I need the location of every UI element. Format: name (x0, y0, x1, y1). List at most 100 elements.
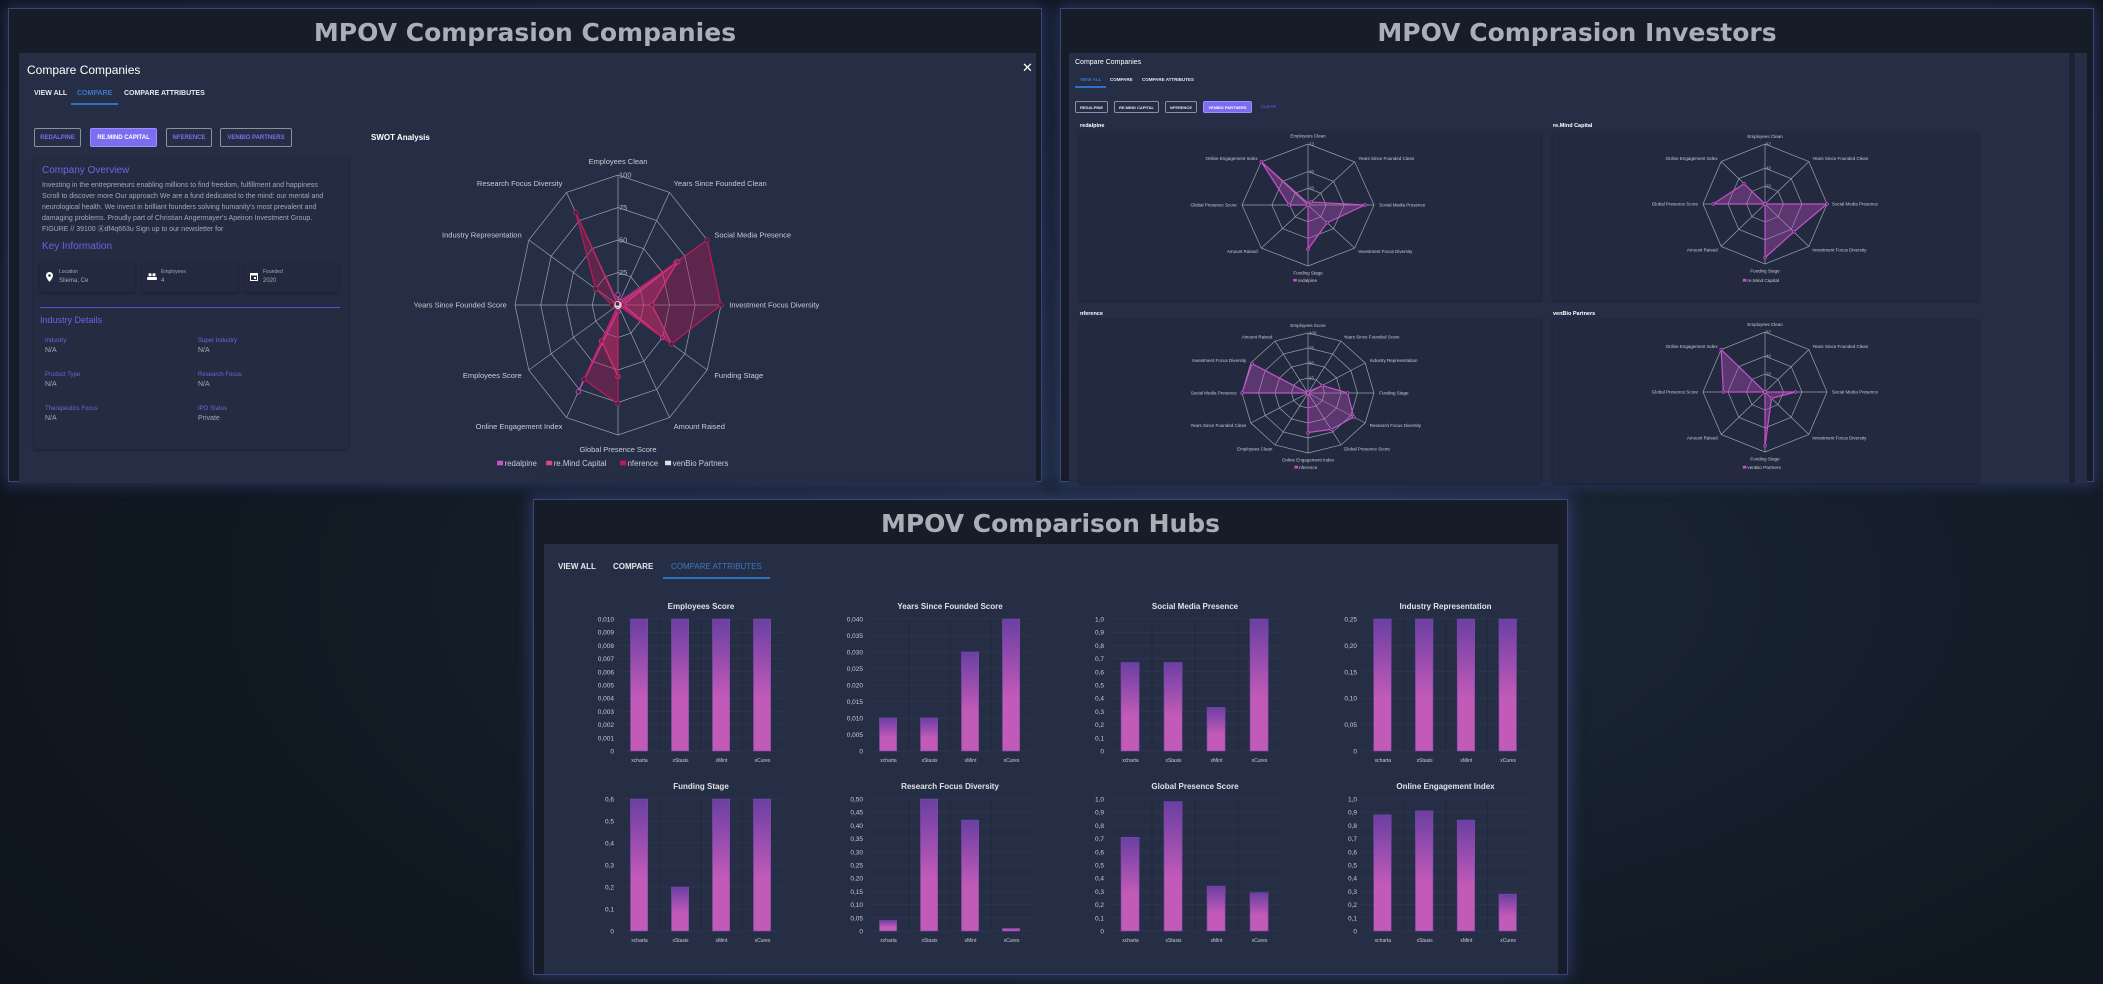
tab-compare-attributes[interactable]: COMPARE ATTRIBUTES (663, 562, 770, 579)
axis-label: Investment Focus Diversity (1192, 358, 1247, 363)
overview-text: Investing in the entrepreneurs enabling … (42, 180, 323, 235)
y-tick-label: 0,5 (1095, 683, 1104, 690)
bar-chart: Funding Stage 0 0,1 0,2 0,3 0,4 0,5 0,6 xcharta x… (605, 782, 783, 944)
x-tick-label: xCures (1500, 938, 1516, 944)
company-button-redalpine[interactable]: REDALPINE (34, 128, 81, 147)
axis-label: Years Since Founded Clean (1812, 344, 1868, 349)
detail-label: Research Focus (198, 372, 242, 378)
axis-label: Social Media Presence (714, 230, 791, 239)
axis-line (1764, 349, 1810, 393)
y-tick-label: 0,9 (1095, 630, 1104, 637)
data-point (614, 301, 621, 307)
axis-label: Amount Raised (1687, 247, 1718, 252)
x-tick-label: xcharta (880, 758, 897, 764)
x-tick-label: xStasis (672, 938, 689, 944)
bar (1206, 707, 1226, 752)
legend-label: nference (1299, 465, 1318, 471)
legend-swatch (1742, 278, 1747, 282)
axis-label: Years Since Founded Clean (1190, 423, 1246, 428)
x-tick-label: xCures (1252, 938, 1268, 944)
key-info-employees: Employees 4 (142, 263, 238, 292)
investor-button-remind-capital[interactable]: RE.MIND CAPITAL (1114, 101, 1159, 113)
x-tick-label: xCures (755, 758, 771, 764)
tab-compare-attributes[interactable]: COMPARE ATTRIBUTES (124, 90, 205, 97)
investor-button-nference[interactable]: NFERENCE (1165, 101, 1197, 113)
overview-line: Scroll to discover more Our approach We … (42, 193, 324, 200)
data-point (1363, 203, 1367, 207)
tab-compare-attributes[interactable]: COMPARE ATTRIBUTES (1142, 77, 1194, 82)
company-button-remind-capital[interactable]: RE.MIND CAPITAL (90, 128, 157, 147)
axis-label: Industry Representation (1370, 358, 1418, 363)
close-icon[interactable]: ✕ (1022, 60, 1033, 75)
tab-compare[interactable]: COMPARE (1110, 77, 1133, 82)
scrollbar[interactable] (2069, 53, 2075, 483)
series-area (1711, 182, 1829, 260)
key-info-value: 4 (161, 278, 165, 284)
bar (1415, 810, 1434, 932)
axis-label: Amount Raised (1687, 435, 1718, 440)
y-tick-label: 0,50 (850, 797, 863, 804)
y-tick-label: 0,9 (1095, 810, 1104, 817)
data-point (1259, 160, 1264, 164)
y-tick-label: 0,30 (850, 849, 863, 856)
bar (753, 618, 771, 752)
legend-swatch (665, 460, 672, 466)
tab-view-all[interactable]: VIEW ALL (558, 562, 596, 571)
legend-swatch (497, 460, 504, 466)
bar-chart: Global Presence Score 0 0,1 0,2 0,3 0,4 0,5 0,6… (1095, 782, 1281, 944)
detail-value: N/A (45, 415, 57, 422)
x-tick-label: xStasis (1417, 938, 1434, 944)
axis-label: Employees Clean (1747, 134, 1783, 139)
tab-compare[interactable]: COMPARE (613, 562, 654, 571)
tick-label: 25 (619, 268, 627, 277)
data-point (1309, 200, 1313, 204)
axis-line (1307, 161, 1355, 206)
data-point (1320, 383, 1325, 388)
investor-button-venbio-partners[interactable]: VENBIO PARTNERS (1203, 101, 1252, 113)
legend-label: nference (628, 459, 659, 468)
bar (712, 618, 730, 752)
company-button-nference[interactable]: NFERENCE (166, 128, 212, 147)
data-point (609, 302, 615, 308)
axis-label: Years Since Founded Clean (1812, 156, 1868, 161)
tick-label: 50 (619, 235, 627, 244)
y-tick-label: 0,1 (1095, 735, 1104, 742)
x-tick-label: xMint (1460, 758, 1473, 764)
bar (961, 651, 979, 752)
bar (1002, 928, 1020, 932)
radar-chart: Employees Score Years Since Founded Score… (1190, 323, 1421, 471)
company-button-venbio-partners[interactable]: VENBIO PARTNERS (220, 128, 292, 147)
y-tick-label: 0,4 (605, 841, 614, 848)
data-point (1763, 202, 1767, 206)
x-tick-label: xcharta (631, 758, 648, 764)
data-point (1351, 415, 1356, 419)
tab-compare[interactable]: COMPARE (71, 90, 119, 105)
investor-card-title: re.Mind Capital (1553, 123, 1593, 129)
y-tick-label: 0,009 (598, 630, 615, 637)
y-tick-label: 0 (610, 929, 614, 936)
y-tick-label: 0,20 (850, 876, 863, 883)
y-tick-label: 0,006 (598, 669, 615, 676)
legend-swatch (1294, 465, 1299, 469)
key-info-heading: Key Information (42, 241, 113, 252)
axis-line (1307, 392, 1366, 424)
x-tick-label: xMint (965, 938, 978, 944)
calendar-icon (250, 273, 258, 281)
bar (671, 618, 689, 752)
clear-button[interactable]: CLEAR (1261, 104, 1277, 109)
radar-chart: Employees Clean Years Since Founded Clean… (1652, 322, 1879, 471)
investor-button-redalpine[interactable]: REDALPINE (1075, 101, 1108, 113)
tab-view-all[interactable]: VIEW ALL (34, 90, 68, 97)
key-info-label: Founded (263, 269, 283, 275)
series-area (575, 212, 722, 405)
bar-chart: Online Engagement Index 0 0,1 0,2 0,3 0,4 0,5 0… (1348, 782, 1529, 944)
key-info-value: Sliema, Ce (59, 278, 89, 284)
bar (1206, 885, 1226, 932)
tab-view-all[interactable]: VIEW ALL (1075, 77, 1107, 88)
y-tick-label: 0,2 (1095, 902, 1104, 909)
y-tick-label: 0,1 (1095, 915, 1104, 922)
x-tick-label: xStasis (1165, 758, 1182, 764)
investor-chart-card (1080, 319, 1541, 483)
y-tick-label: 0 (859, 749, 863, 756)
bar (1456, 819, 1476, 932)
